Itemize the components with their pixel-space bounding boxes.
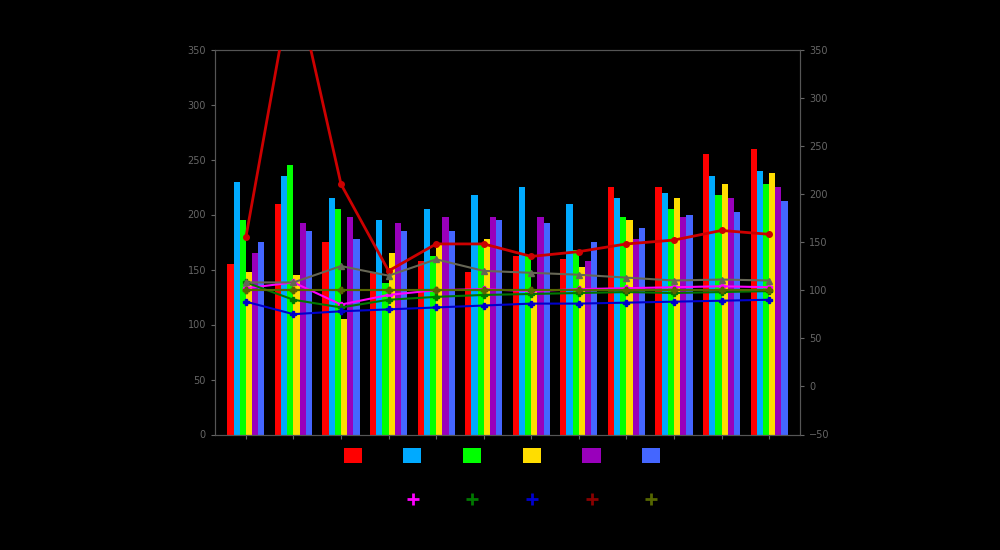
Bar xyxy=(751,148,757,434)
Bar xyxy=(490,217,496,434)
Bar xyxy=(252,253,258,434)
Bar xyxy=(401,231,407,434)
Bar xyxy=(608,187,614,434)
Bar xyxy=(418,261,424,434)
Bar xyxy=(668,209,674,434)
Bar xyxy=(341,319,347,435)
Bar xyxy=(424,209,430,434)
Bar xyxy=(227,264,234,434)
Bar xyxy=(465,272,471,434)
Bar xyxy=(322,242,329,434)
Bar xyxy=(389,253,395,434)
Bar xyxy=(258,242,264,434)
Bar xyxy=(626,220,633,434)
Bar xyxy=(519,187,525,434)
Bar xyxy=(703,154,709,434)
Bar xyxy=(614,198,620,434)
Bar xyxy=(246,272,252,434)
Bar xyxy=(436,245,442,434)
Bar xyxy=(544,223,550,434)
Bar xyxy=(478,245,484,434)
Bar xyxy=(442,217,449,434)
Bar xyxy=(395,223,401,434)
Bar xyxy=(449,231,455,434)
Bar xyxy=(775,187,781,434)
Bar xyxy=(496,220,502,434)
Bar xyxy=(471,195,478,434)
Bar xyxy=(353,239,360,434)
Bar xyxy=(769,173,775,434)
Bar xyxy=(513,256,519,434)
Bar xyxy=(306,231,312,434)
Bar xyxy=(531,289,537,434)
Bar xyxy=(585,261,591,434)
Bar xyxy=(639,228,645,434)
Bar xyxy=(591,242,597,434)
Bar xyxy=(300,223,306,434)
Bar xyxy=(275,204,281,434)
Bar xyxy=(655,187,662,434)
Bar xyxy=(347,217,353,434)
Bar xyxy=(579,267,585,434)
Bar xyxy=(757,170,763,434)
Bar xyxy=(240,220,246,434)
Bar xyxy=(335,209,341,434)
Bar xyxy=(537,217,544,434)
Bar xyxy=(281,176,287,434)
Bar xyxy=(234,182,240,434)
Bar xyxy=(620,217,626,434)
Legend: , , , , : , , , , xyxy=(400,488,675,513)
Bar xyxy=(560,258,566,434)
Bar xyxy=(709,176,715,434)
Bar xyxy=(662,192,668,434)
Bar xyxy=(525,256,531,434)
Bar xyxy=(680,217,686,434)
Bar xyxy=(722,184,728,434)
Bar xyxy=(573,250,579,434)
Bar xyxy=(484,239,490,434)
Bar xyxy=(430,256,436,434)
Bar xyxy=(293,275,300,434)
Bar xyxy=(674,198,680,434)
Bar xyxy=(329,198,335,434)
Bar xyxy=(370,272,376,434)
Bar xyxy=(686,214,693,434)
Bar xyxy=(566,204,573,434)
Bar xyxy=(763,184,769,434)
Bar xyxy=(633,239,639,434)
Bar xyxy=(781,201,788,434)
Bar xyxy=(287,165,293,434)
Bar xyxy=(728,198,734,434)
Bar xyxy=(382,283,389,434)
Bar xyxy=(715,195,722,434)
Bar xyxy=(734,212,740,434)
Bar xyxy=(376,220,382,434)
Legend: , , , , , : , , , , , xyxy=(338,442,677,469)
